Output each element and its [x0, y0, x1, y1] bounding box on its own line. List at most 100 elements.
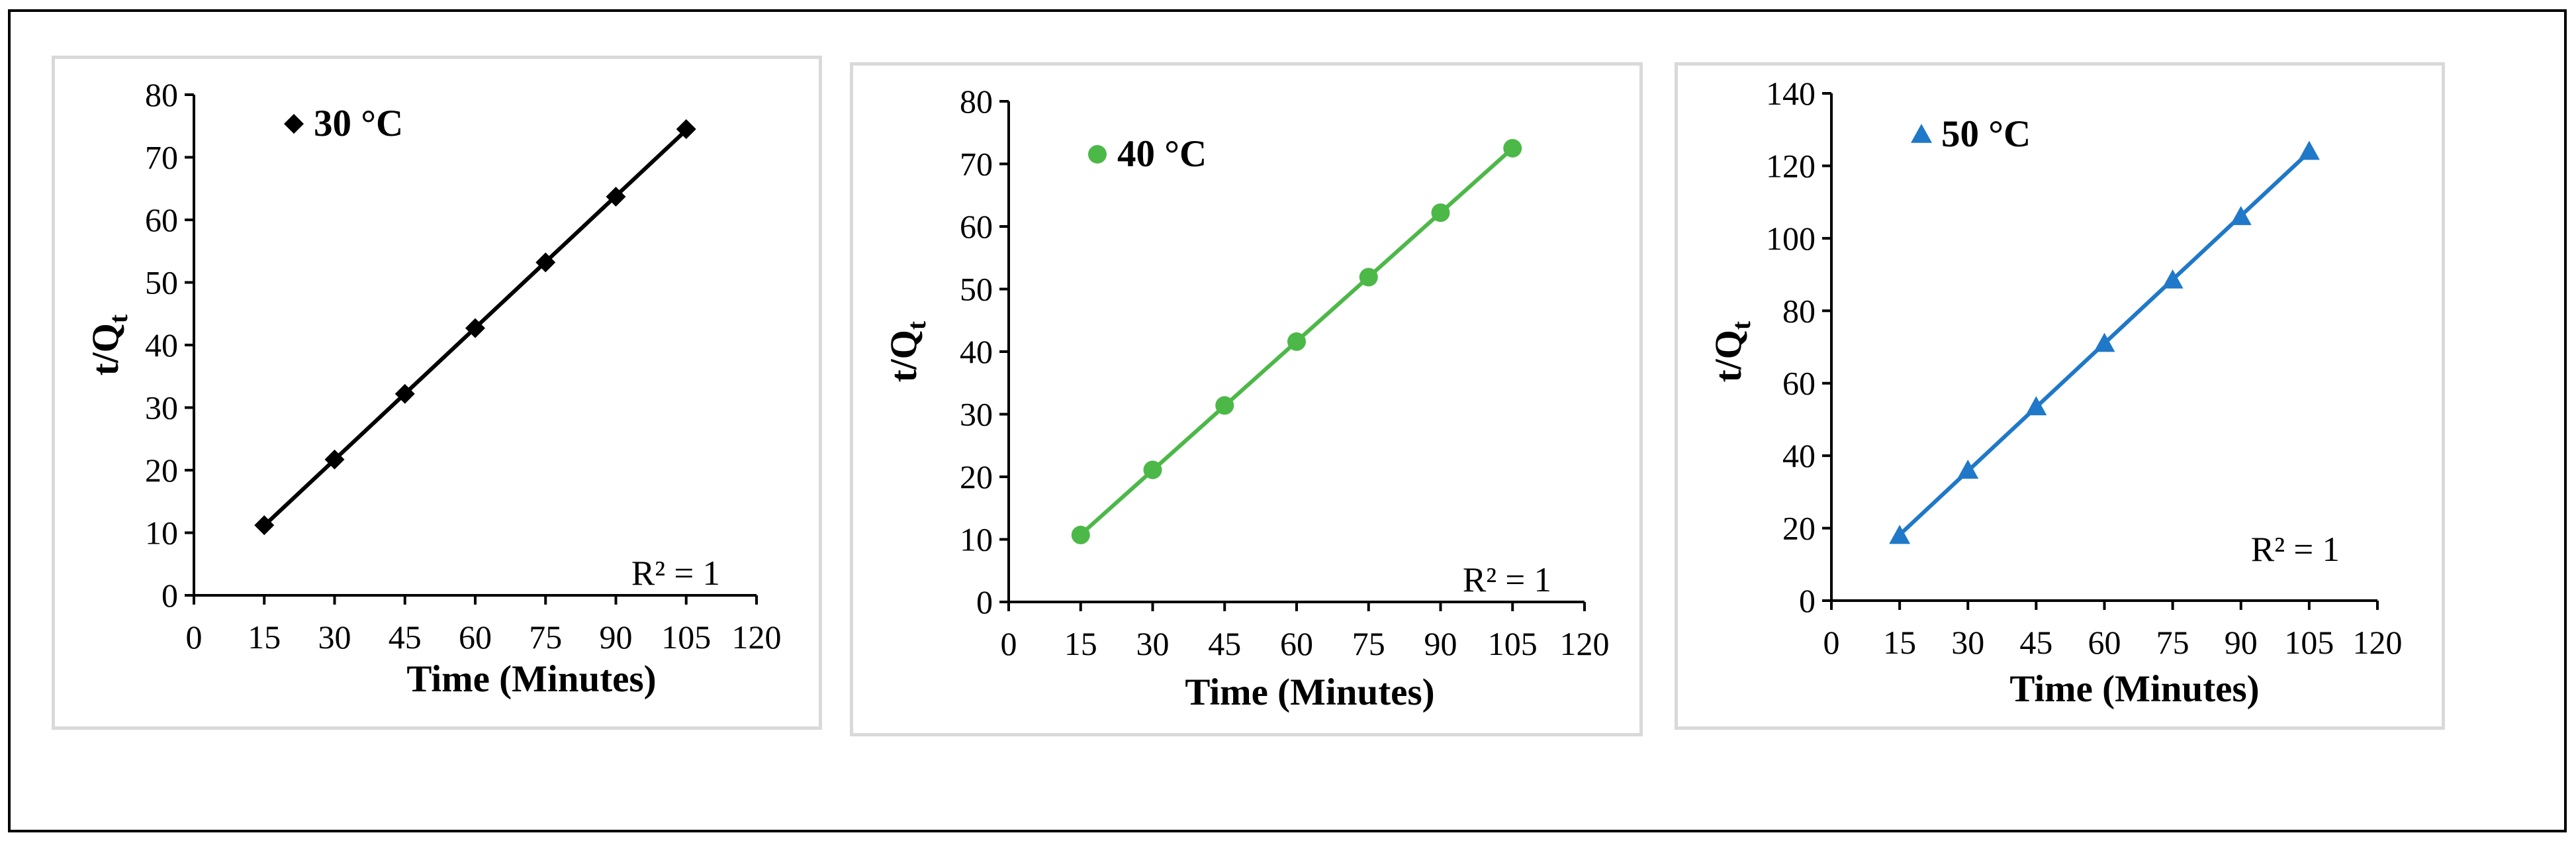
chart-svg-40c: 0 10 20 30 40 50 60 70 80 0 15 30 45 60 75 90 105 120 Time…: [883, 83, 1610, 713]
x-tick-label: 45: [389, 619, 422, 656]
x-tick-label: 30: [1136, 625, 1170, 662]
x-tick-label: 30: [318, 619, 351, 656]
y-tick-label: 40: [145, 326, 178, 364]
legend-label: 50 °C: [1941, 113, 2031, 155]
data-point: [324, 449, 345, 470]
chart-svg-30c: 0 10 20 30 40 50 60 70 80 0 15 30 45 60 75 90 105 120 Time…: [85, 76, 782, 700]
y-tick-label: 10: [145, 515, 178, 552]
y-tick-label: 80: [145, 76, 178, 113]
x-tick-label: 60: [2088, 624, 2121, 661]
data-point: [465, 318, 485, 338]
x-tick-label: 120: [2353, 624, 2403, 661]
y-axis-title-main: t/Q: [883, 330, 925, 382]
x-tick-label: 15: [248, 619, 281, 656]
y-axis-title-subscript: t: [1726, 321, 1756, 330]
x-tick-label: 105: [1488, 625, 1538, 662]
y-axis-title-main: t/Q: [85, 323, 126, 375]
data-point: [2230, 206, 2252, 225]
data-point: [1071, 525, 1090, 544]
y-tick-label: 20: [1782, 510, 1816, 547]
y-tick-label: 50: [145, 264, 178, 301]
y-tick-label: 50: [960, 271, 993, 308]
x-tick-label: 120: [1560, 625, 1610, 662]
x-axis-title: Time (Minutes): [406, 658, 656, 700]
x-tick-label: 0: [1823, 624, 1840, 661]
y-tick-label: 60: [1782, 365, 1816, 402]
data-point: [1431, 203, 1450, 223]
data-point: [2025, 396, 2047, 416]
y-axis-title: t/Qt: [85, 314, 133, 375]
legend-marker: [1911, 124, 1932, 143]
y-tick-label: 80: [1782, 292, 1816, 329]
x-tick-label: 75: [1352, 625, 1385, 662]
data-point: [2093, 332, 2115, 352]
data-point: [2298, 140, 2320, 160]
x-tick-label: 90: [2225, 624, 2258, 661]
data-point: [606, 187, 626, 207]
y-tick-label: 40: [1782, 437, 1816, 474]
y-tick-label: 60: [960, 208, 993, 245]
x-tick-label: 15: [1883, 624, 1916, 661]
x-tick-label: 45: [2019, 624, 2052, 661]
y-tick-label: 10: [960, 521, 993, 558]
x-tick-label: 45: [1208, 625, 1241, 662]
y-tick-label: 0: [976, 583, 993, 620]
y-tick-label: 40: [960, 333, 993, 370]
data-point: [1215, 396, 1234, 415]
y-tick-label: 0: [161, 577, 178, 614]
y-tick-label: 120: [1766, 147, 1816, 184]
chart-panel-40c: 0 10 20 30 40 50 60 70 80 0 15 30 45 60 75 90 105 120 Time…: [850, 62, 1643, 736]
r-squared-annotation: R² = 1: [631, 554, 720, 593]
x-axis-title: Time (Minutes): [1185, 671, 1434, 713]
data-point: [1503, 138, 1522, 158]
data-point: [394, 383, 415, 404]
y-axis-title-main: t/Q: [1708, 330, 1749, 382]
legend-marker: [1088, 145, 1107, 164]
x-axis-title: Time (Minutes): [2009, 668, 2259, 710]
x-tick-label: 15: [1064, 625, 1097, 662]
data-point: [1359, 268, 1378, 287]
data-point: [2162, 269, 2184, 289]
y-tick-label: 20: [145, 452, 178, 489]
x-tick-label: 75: [529, 619, 562, 656]
x-tick-label: 90: [600, 619, 633, 656]
legend-label: 40 °C: [1117, 133, 1207, 175]
x-tick-label: 105: [661, 619, 711, 656]
x-tick-label: 90: [1424, 625, 1457, 662]
y-tick-label: 30: [960, 396, 993, 433]
x-tick-label: 0: [186, 619, 203, 656]
r-squared-annotation: R² = 1: [1463, 561, 1551, 599]
y-axis-title: t/Qt: [883, 321, 931, 382]
chart-panel-50c: 0 20 40 60 80 100 120 140 0 15 30 45 60 75 90 105 120 Tim…: [1675, 62, 2445, 730]
y-tick-label: 20: [960, 458, 993, 495]
x-tick-label: 75: [2156, 624, 2189, 661]
y-axis-title-subscript: t: [901, 321, 931, 330]
chart-panel-30c: 0 10 20 30 40 50 60 70 80 0 15 30 45 60 75 90 105 120 Time…: [52, 56, 822, 730]
x-tick-label: 105: [2284, 624, 2334, 661]
x-tick-label: 0: [1001, 625, 1017, 662]
y-tick-label: 70: [960, 146, 993, 183]
data-point: [535, 252, 556, 273]
data-point: [676, 119, 696, 139]
data-point: [1287, 332, 1306, 351]
x-tick-label: 120: [732, 619, 782, 656]
data-point: [1143, 460, 1162, 479]
y-axis-title: t/Qt: [1708, 321, 1756, 382]
legend-marker: [284, 114, 304, 134]
y-tick-label: 30: [145, 389, 178, 426]
x-tick-label: 60: [459, 619, 492, 656]
data-point: [254, 515, 275, 536]
data-point: [1889, 524, 1911, 544]
r-squared-annotation: R² = 1: [2251, 530, 2340, 569]
y-tick-label: 0: [1799, 582, 1816, 619]
y-tick-label: 100: [1766, 220, 1816, 257]
x-tick-label: 60: [1280, 625, 1313, 662]
y-tick-label: 60: [145, 201, 178, 238]
chart-svg-50c: 0 20 40 60 80 100 120 140 0 15 30 45 60 75 90 105 120 Tim…: [1708, 75, 2403, 710]
data-point: [1957, 460, 1979, 479]
figure-frame: [8, 9, 2567, 832]
x-tick-label: 30: [1951, 624, 1984, 661]
y-tick-label: 70: [145, 139, 178, 176]
y-tick-label: 140: [1766, 75, 1816, 112]
y-axis-title-subscript: t: [103, 314, 133, 323]
